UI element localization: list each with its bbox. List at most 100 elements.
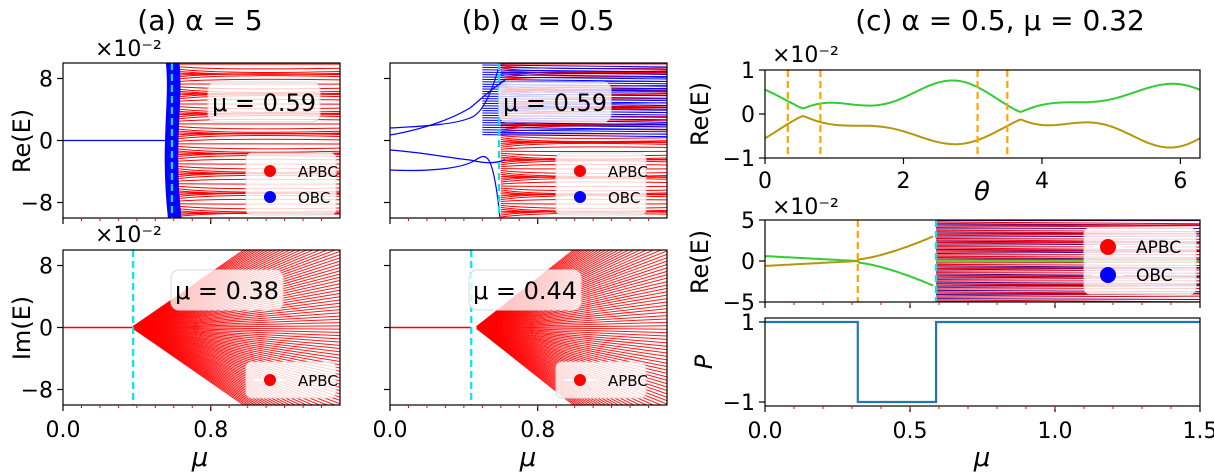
obc-band-line	[482, 71, 667, 75]
apbc-fan-line	[133, 327, 340, 340]
obc-branch	[164, 63, 169, 218]
scale-a-bottom: ×10⁻²	[95, 223, 162, 248]
apbc-fan-line	[133, 327, 340, 350]
band-line	[765, 79, 1200, 113]
apbc-band-line	[173, 133, 340, 138]
x-tick-label: 1.0	[1038, 419, 1073, 444]
apbc-band-line	[500, 128, 667, 133]
y-tick-label: 1	[741, 311, 755, 336]
apbc-fan-line	[133, 327, 340, 363]
y-tick-label: 0	[741, 103, 755, 128]
x-tick-label: 0.0	[46, 418, 81, 443]
xlabel-c-bottom: μ	[973, 443, 991, 472]
apbc-fan-line	[476, 327, 667, 347]
apbc-fan-line	[476, 311, 667, 328]
ylabel-c-top: Re(E)	[686, 82, 714, 146]
obc-branch	[175, 63, 180, 218]
obc-band-line	[482, 129, 667, 133]
apbc-fan-line	[476, 327, 667, 354]
apbc-band-line	[500, 137, 667, 143]
x-tick-label: 1.5	[1183, 419, 1214, 444]
band-line	[765, 115, 1200, 149]
xlabel-c-top: θ	[974, 177, 990, 207]
x-tick-label: 0	[758, 169, 772, 194]
apbc-fan-line	[132, 328, 245, 405]
apbc-fan-line	[476, 321, 667, 328]
legend-box	[245, 361, 337, 399]
apbc-fan-line	[476, 325, 667, 328]
apbc-fan-line	[476, 328, 575, 405]
y-tick-label: 8	[39, 255, 53, 280]
mu-annotation: μ = 0.59	[503, 89, 607, 117]
legend-label: APBC	[298, 372, 338, 390]
annotation-box	[170, 269, 284, 311]
plot-c-bottom	[765, 320, 1200, 404]
obc-branch	[166, 63, 171, 218]
obc-band-line	[482, 131, 667, 135]
apbc-band-line	[173, 138, 340, 143]
apbc-fan-line	[133, 327, 340, 356]
obc-band-line	[482, 74, 667, 78]
x-tick-label: 0.0	[748, 419, 783, 444]
obc-branch	[172, 63, 177, 218]
title-a: (a) α = 5	[137, 4, 262, 37]
obc-branch	[175, 63, 180, 218]
y-tick-label: −8	[21, 192, 53, 217]
xlabel-b: μ	[519, 443, 537, 472]
apbc-fan-line	[476, 327, 667, 344]
scale-c-top: ×10⁻²	[772, 43, 839, 68]
legend-marker	[574, 374, 586, 386]
annotation-box	[468, 269, 582, 311]
plot-c-top	[765, 70, 1200, 158]
legend-box	[555, 361, 647, 399]
obc-band-line	[482, 64, 667, 68]
x-tick-label: 4	[1035, 169, 1049, 194]
plot-c-mid	[765, 220, 1200, 302]
x-tick-label: 0.8	[193, 418, 228, 443]
obc-branch	[176, 63, 181, 218]
legend-marker	[264, 191, 276, 203]
band-line	[936, 298, 1200, 300]
apbc-band-line	[500, 141, 667, 146]
apbc-fan-line	[476, 327, 667, 361]
apbc-band-line	[173, 78, 340, 83]
apbc-band-line	[173, 68, 340, 73]
apbc-fan-line	[476, 318, 667, 328]
apbc-fan-line	[133, 325, 340, 328]
apbc-fan-line	[133, 327, 340, 346]
y-tick-label: 1	[741, 59, 755, 84]
band-line	[765, 235, 934, 267]
obc-branch	[167, 63, 172, 218]
apbc-band-line	[173, 125, 340, 130]
obc-band-line	[482, 124, 667, 128]
x-tick-label: 0.0	[373, 418, 408, 443]
apbc-fan-line	[133, 327, 340, 337]
obc-band-line	[482, 76, 667, 80]
apbc-fan-line	[476, 327, 667, 364]
legend-marker	[574, 165, 586, 177]
obc-band-line	[482, 122, 667, 126]
legend-label: OBC	[298, 189, 330, 207]
annotation-box	[498, 81, 612, 123]
band-line	[936, 295, 1200, 298]
legend-label: APBC	[298, 163, 338, 181]
obc-branch	[390, 155, 501, 218]
annotation-box	[207, 81, 321, 123]
apbc-fan-line	[133, 302, 340, 328]
apbc-fan-line	[476, 327, 667, 340]
legend-marker	[1100, 267, 1116, 283]
obc-band-line	[482, 126, 667, 130]
apbc-band-line	[500, 146, 667, 150]
apbc-fan-line	[133, 309, 340, 328]
legend-label: OBC	[608, 189, 640, 207]
apbc-fan-line	[476, 298, 667, 328]
apbc-band-line	[500, 142, 667, 148]
obc-branch	[166, 63, 172, 218]
axes-overlay: 80−880−810−150−51−10.0 0.8 0.0 0.80 2 4 60.0 0.…	[21, 59, 1214, 444]
apbc-fan-line	[476, 315, 667, 328]
y-tick-label: 5	[741, 209, 755, 234]
apbc-band-line	[173, 65, 340, 70]
plot-a-bottom	[63, 250, 340, 405]
y-tick-label: −8	[21, 379, 53, 404]
